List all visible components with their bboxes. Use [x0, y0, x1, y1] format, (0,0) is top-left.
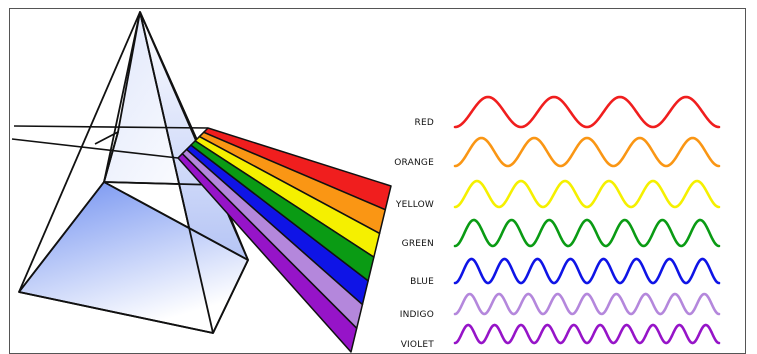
wave-orange — [453, 136, 721, 168]
label-red: RED — [415, 118, 434, 128]
label-indigo: INDIGO — [400, 310, 434, 320]
prism-inner-edge — [103, 181, 218, 186]
prism-inner-edge-2 — [103, 131, 119, 183]
prism-edge-front — [139, 11, 214, 334]
prism-base-edge-1 — [18, 291, 214, 334]
label-green: GREEN — [402, 239, 434, 249]
wave-yellow — [453, 179, 721, 209]
label-yellow: YELLOW — [395, 200, 434, 210]
wave-green — [453, 218, 721, 248]
wave-indigo — [453, 292, 721, 316]
label-blue: BLUE — [410, 277, 434, 287]
prism-base-edge-3 — [103, 181, 249, 261]
label-orange: ORANGE — [394, 158, 434, 168]
wave-red — [453, 95, 721, 129]
prism-edge-right — [139, 11, 249, 261]
prism-base-edge-4 — [18, 181, 105, 293]
spectrum-band-violet — [177, 152, 358, 353]
prism-edge-back — [103, 11, 141, 183]
wave-blue — [453, 257, 721, 285]
incoming-light-ray — [11, 125, 209, 159]
prism-edge-left — [18, 11, 141, 293]
prism-base-edge-2 — [212, 259, 249, 334]
wavelength-waves — [453, 95, 721, 345]
label-violet: VIOLET — [401, 340, 435, 350]
spectrum-beam — [177, 127, 392, 353]
wavelength-labels: RED ORANGE YELLOW GREEN BLUE INDIGO VIOLET — [394, 118, 434, 350]
wave-violet — [453, 323, 721, 345]
